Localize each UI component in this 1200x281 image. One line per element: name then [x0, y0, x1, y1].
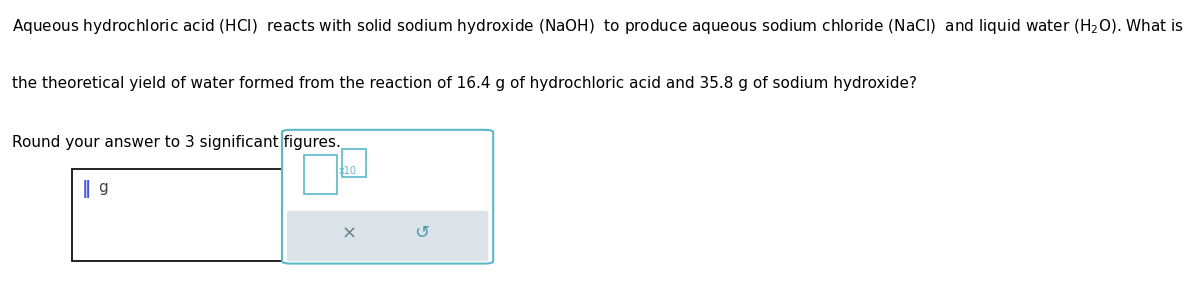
Text: ×: × — [342, 224, 356, 242]
Text: the theoretical yield of water formed from the reaction of 16.4 g of hydrochlori: the theoretical yield of water formed fr… — [12, 76, 917, 91]
Text: Round your answer to 3 significant figures.: Round your answer to 3 significant figur… — [12, 135, 341, 150]
Text: Aqueous hydrochloric acid $\mathsf{(HCl)}$  reacts with solid sodium hydroxide $: Aqueous hydrochloric acid $\mathsf{(HCl)… — [12, 17, 1184, 36]
Text: g: g — [98, 180, 108, 195]
Text: ‖: ‖ — [82, 180, 91, 198]
Text: ↺: ↺ — [414, 224, 430, 242]
Text: x10: x10 — [338, 166, 356, 176]
